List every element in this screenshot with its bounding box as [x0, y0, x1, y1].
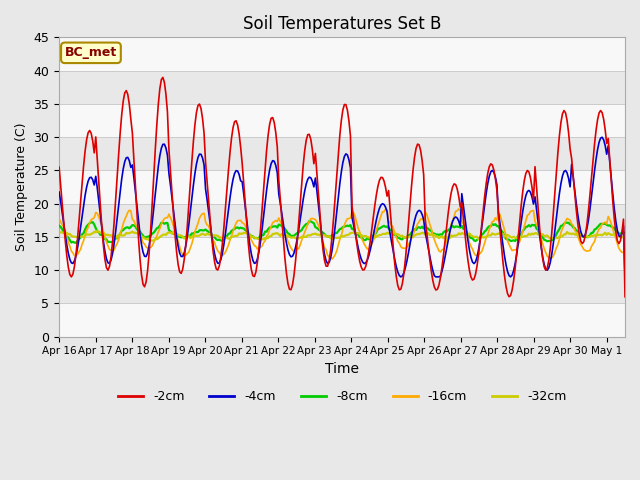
Y-axis label: Soil Temperature (C): Soil Temperature (C) — [15, 123, 28, 252]
Bar — [59, 270, 625, 303]
Title: Soil Temperatures Set B: Soil Temperatures Set B — [243, 15, 441, 33]
Bar — [59, 71, 625, 104]
Bar — [59, 303, 625, 337]
X-axis label: Time: Time — [325, 362, 359, 376]
Bar — [59, 170, 625, 204]
Bar — [59, 204, 625, 237]
Bar — [59, 237, 625, 270]
Bar — [59, 37, 625, 71]
Bar — [59, 104, 625, 137]
Legend: -2cm, -4cm, -8cm, -16cm, -32cm: -2cm, -4cm, -8cm, -16cm, -32cm — [113, 385, 572, 408]
Bar — [59, 137, 625, 170]
Text: BC_met: BC_met — [65, 46, 117, 60]
